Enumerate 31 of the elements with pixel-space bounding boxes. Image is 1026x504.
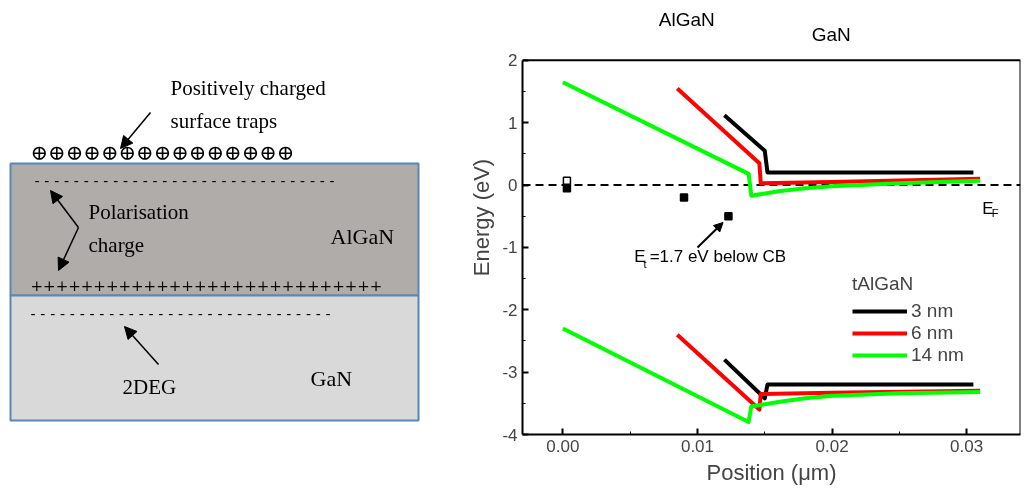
x-tick-label: 0.01 <box>680 436 715 456</box>
text: ⊕⊕⊕⊕⊕⊕⊕⊕⊕⊕⊕⊕⊕⊕⊕ <box>30 140 295 165</box>
y-tick-label: 0 <box>508 176 518 196</box>
point <box>679 193 689 202</box>
text: 2DEG <box>122 374 177 399</box>
y-tick-label: 1 <box>508 113 518 133</box>
text: Positively charged surface traps <box>170 76 327 133</box>
x-axis-title: Position (μm) <box>706 459 837 485</box>
text: ++++++++++++++++++++++++++++ <box>30 277 383 295</box>
x-tick-label: 0.02 <box>815 436 849 456</box>
x-tick-label: 0.03 <box>950 436 984 456</box>
y-axis-title: Energy (eV) <box>469 158 495 277</box>
text: - - - - - - - - - - - - - - - - - - - - - - - - - - - - - - - <box>34 171 335 190</box>
y-tick-label: -3 <box>502 363 518 383</box>
text: GaN <box>310 366 353 391</box>
point <box>724 212 733 221</box>
text: AlGaN <box>330 224 395 249</box>
y-tick-label: -1 <box>502 238 518 258</box>
text: Polarisation charge <box>88 200 190 257</box>
y-tick-label: -4 <box>502 425 518 445</box>
legend-title: tAlGaN <box>852 273 915 295</box>
legend-label: 3 nm <box>911 300 954 322</box>
text: GaN <box>811 23 851 45</box>
text: AlGaN <box>658 8 715 30</box>
x-tick-label: 0.00 <box>546 436 580 456</box>
point <box>562 176 572 185</box>
y-tick-label: -2 <box>502 300 518 320</box>
text: - - - - - - - - - - - - - - - - - - - - - - - - - - - - - - - <box>30 304 331 323</box>
legend-label: 14 nm <box>911 344 964 366</box>
legend-label: 6 nm <box>911 322 954 344</box>
y-tick-label: 2 <box>508 51 518 71</box>
